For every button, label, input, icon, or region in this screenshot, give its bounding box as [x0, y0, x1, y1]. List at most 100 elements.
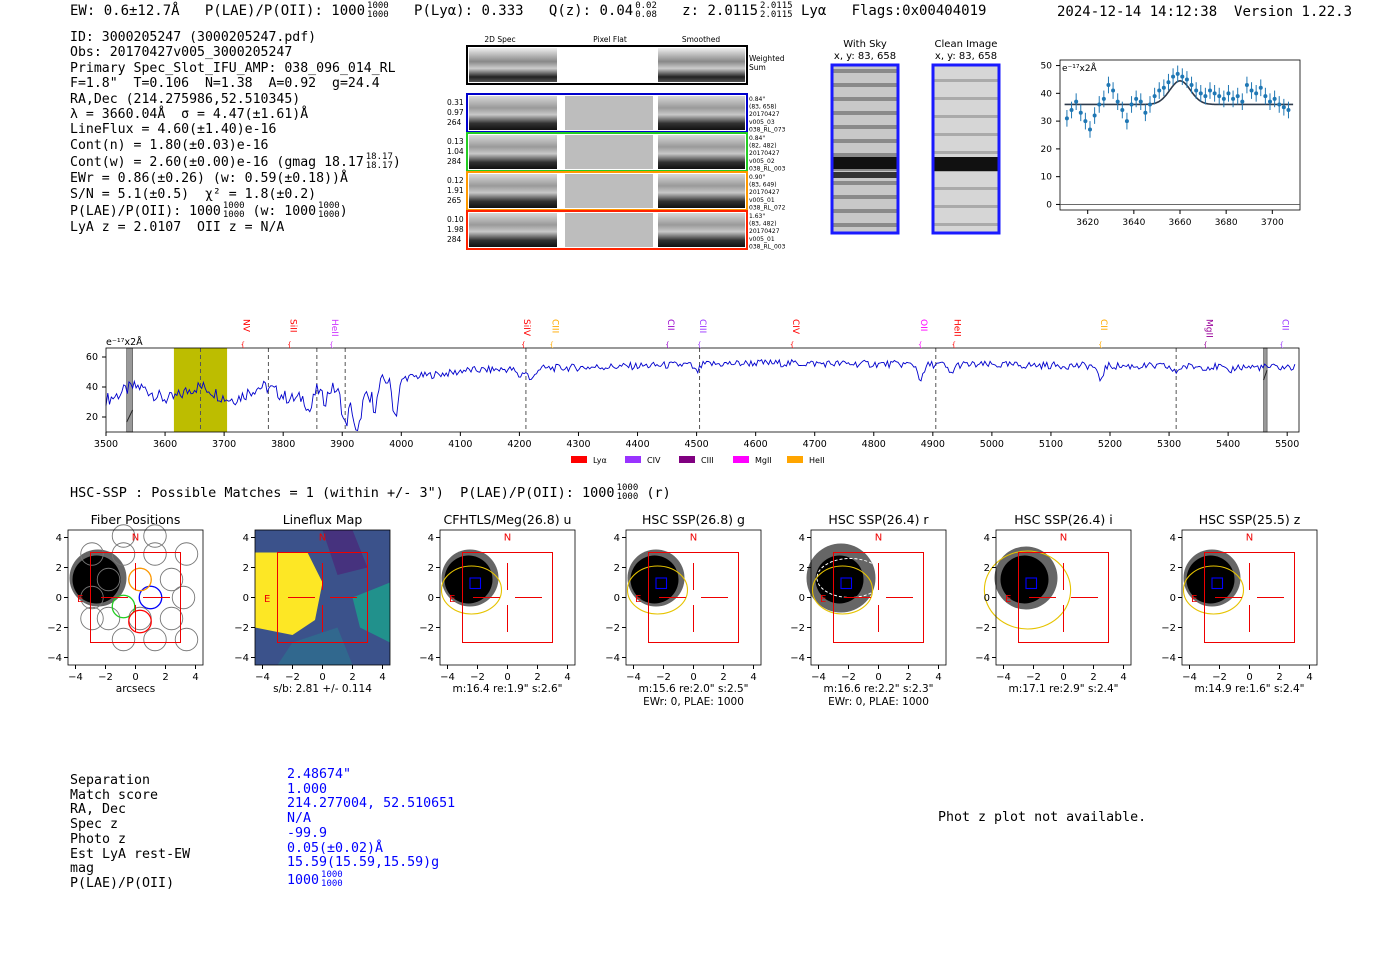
- zoom-data-point: [1106, 83, 1111, 87]
- match-detail-labels: Separation Match score RA, Dec Spec z Photo …: [70, 773, 190, 892]
- cutout-right-label: 0.84": [749, 135, 765, 142]
- flags-value: Flags:0x00404019: [851, 3, 987, 19]
- info-ewr: EWr = 0.86(±0.26) (w: 0.59(±0.18))Å: [70, 171, 348, 187]
- fiber-circle: [111, 542, 136, 566]
- catalog-match-box: [469, 577, 482, 590]
- zoom-ytick-label: 40: [1041, 89, 1053, 99]
- panel-footer: EWr: 0, PLAE: 1000: [828, 696, 929, 708]
- zoom-data-point: [1143, 110, 1148, 115]
- panel-xtick-label: 4: [1306, 672, 1312, 683]
- spectrum-xtick-label: 3500: [94, 439, 118, 450]
- zoom-data-point: [1129, 102, 1134, 107]
- spectrum-unit-label: e⁻¹⁷x2Å: [106, 336, 143, 348]
- panel-xtick-label: −4: [996, 672, 1011, 683]
- panel-ytick-label: 4: [428, 533, 434, 544]
- panel-xtick-label: 2: [720, 672, 726, 683]
- cutout-left-label: 284: [447, 157, 462, 166]
- panel-xtick-label: 0: [504, 672, 510, 683]
- zoom-data-point: [1198, 91, 1203, 96]
- line-label-oii: OII: [918, 319, 928, 331]
- panel-1: Lineflux Map N E −4 −4 −2 −2 0 0 2 2 4 4 s/b: 2.81 +/…: [234, 512, 391, 695]
- info-lya-z: LyA z = 2.0107 OII z = N/A: [70, 220, 285, 236]
- line-bracket: {: [287, 341, 291, 349]
- qz-lo: 0.08: [635, 10, 657, 20]
- cutout-smoothed-2: [658, 174, 745, 208]
- value-mag: 15.59(15.59,15.59)g: [287, 855, 440, 871]
- panel-ytick-label: 0: [428, 593, 434, 604]
- spectrum-xtick-label: 5000: [980, 439, 1004, 450]
- panel-xtick-label: −2: [841, 672, 856, 683]
- zoom-data-point: [1277, 102, 1282, 107]
- zoom-data-point: [1152, 94, 1157, 99]
- info-sn: S/N = 5.1(±0.5) χ² = 1.8(±0.2): [70, 186, 317, 202]
- cutout-right-label: (83, 649): [749, 182, 777, 189]
- panel-xtick-label: −4: [811, 672, 826, 683]
- value-photo-z: -99.9: [287, 825, 328, 841]
- panel-ytick-label: 0: [1170, 593, 1176, 604]
- line-bracket: {: [241, 341, 245, 349]
- panel-ytick-label: 4: [614, 533, 620, 544]
- line-label-civ: CIV: [790, 319, 800, 335]
- zoom-data-point: [1184, 77, 1189, 82]
- zoom-unit-label: e⁻¹⁷x2Å: [1062, 62, 1098, 74]
- panel-title: HSC SSP(26.4) i: [1014, 512, 1112, 527]
- panel-xtick-label: 4: [379, 672, 385, 683]
- cutout-left-label: 0.97: [447, 108, 464, 117]
- plae-close: ): [339, 204, 348, 220]
- cutout-left-label: 0.12: [447, 176, 464, 185]
- fiber-circle: [80, 542, 104, 566]
- legend-label: Lyα: [593, 456, 607, 465]
- line-label-ciii: CIII: [697, 319, 707, 333]
- zoom-data-point: [1101, 96, 1106, 101]
- spectrum-xtick-label: 5100: [1039, 439, 1063, 450]
- zoom-ytick-label: 0: [1046, 200, 1052, 210]
- plae-w-hi: 1000: [318, 201, 340, 212]
- east-label: E: [820, 594, 826, 605]
- line-bracket: {: [697, 341, 701, 349]
- search-region: [90, 552, 181, 643]
- aperture-ellipse: [811, 565, 874, 615]
- zoom-data-point: [1161, 85, 1166, 90]
- plae-text: P(LAE)/P(OII): 1000: [70, 204, 221, 220]
- zoom-data-point: [1074, 99, 1079, 104]
- zoom-data-point: [1124, 119, 1129, 124]
- spectrum-xtick-label: 4500: [685, 439, 709, 450]
- panel-xtick-label: 2: [349, 672, 355, 683]
- panel-ytick-label: 2: [799, 563, 805, 574]
- line-bracket: {: [1203, 341, 1207, 349]
- plae-w-lo: 1000: [318, 210, 340, 221]
- legend-swatch: [733, 456, 749, 463]
- col-header-smoothed: Smoothed: [682, 35, 721, 44]
- hsc-suffix: (r): [646, 485, 671, 501]
- panel-2: CFHTLS/Meg(26.8) uNE−4−4−2−2002244m:16.4…: [419, 512, 576, 695]
- value-lya-rest-ew: 0.05(±0.02)Å: [287, 840, 384, 856]
- panel-ytick-label: 4: [243, 533, 249, 544]
- version: Version 1.22.3: [1234, 4, 1353, 20]
- panel-xtick-label: 2: [162, 672, 168, 683]
- panel-footer: m:14.9 re:1.6" s:2.4": [1195, 683, 1305, 695]
- legend-label: MgII: [755, 456, 772, 465]
- plae-value: P(LAE)/P(OII): 1000: [204, 3, 366, 19]
- cutout-right-label: (83, 482): [749, 221, 777, 228]
- label-plae: P(LAE)/P(OII): [70, 875, 175, 891]
- zoom-data-point: [1254, 91, 1259, 96]
- lineflux-mid: [277, 627, 353, 665]
- info-lineflux: LineFlux = 4.60(±1.40)e-16: [70, 122, 277, 138]
- cutout-left-label: 1.98: [447, 225, 464, 234]
- info-cont-n: Cont(n) = 1.80(±0.03)e-16: [70, 137, 269, 153]
- cutout-pixelflat-3: [565, 213, 653, 247]
- zoom-data-point: [1272, 96, 1277, 101]
- fiber-circle: [171, 585, 196, 610]
- plya-value: P(Lyα): 0.333: [414, 3, 524, 19]
- clean-coords: x, y: 83, 658: [935, 51, 997, 62]
- panel-ytick-label: −4: [47, 653, 62, 664]
- search-region: [648, 552, 739, 643]
- label-match-score: Match score: [70, 787, 159, 803]
- panel-ytick-label: −2: [1161, 623, 1176, 634]
- panel-ytick-label: 4: [799, 533, 805, 544]
- match-detail-values: 2.48674" 1.000 214.277004, 52.510651 N/A -99…: [287, 767, 455, 889]
- cutout-right-label: 20170427: [749, 228, 780, 235]
- with-sky-frame: [830, 63, 900, 235]
